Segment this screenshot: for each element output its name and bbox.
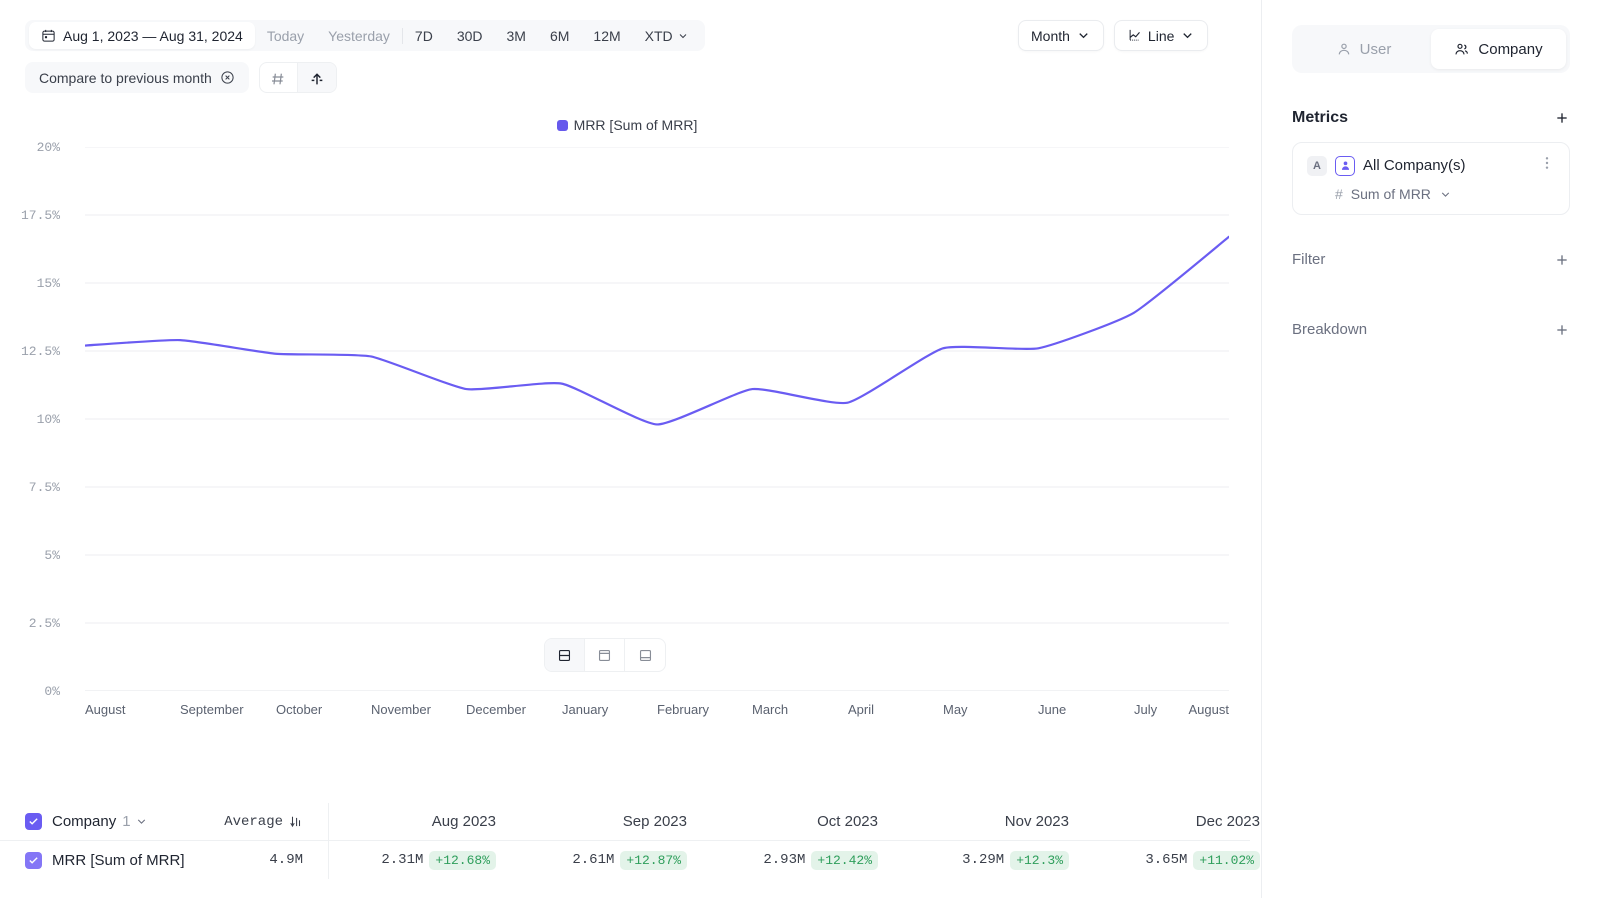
svg-text:August: August: [1189, 702, 1230, 717]
svg-text:August: August: [85, 702, 126, 717]
svg-text:April: April: [848, 702, 874, 717]
svg-text:0%: 0%: [44, 684, 60, 699]
svg-text:17.5%: 17.5%: [21, 208, 60, 223]
svg-text:November: November: [371, 702, 432, 717]
svg-text:June: June: [1038, 702, 1066, 717]
svg-text:January: January: [562, 702, 609, 717]
svg-text:July: July: [1134, 702, 1158, 717]
svg-text:15%: 15%: [37, 276, 61, 291]
svg-text:7.5%: 7.5%: [29, 480, 60, 495]
svg-text:September: September: [180, 702, 244, 717]
svg-text:October: October: [276, 702, 323, 717]
svg-text:March: March: [752, 702, 788, 717]
svg-text:20%: 20%: [37, 140, 61, 155]
svg-text:10%: 10%: [37, 412, 61, 427]
svg-text:12.5%: 12.5%: [21, 344, 60, 359]
svg-text:December: December: [466, 702, 527, 717]
svg-text:2.5%: 2.5%: [29, 616, 60, 631]
svg-text:5%: 5%: [44, 548, 60, 563]
svg-text:February: February: [657, 702, 710, 717]
svg-text:May: May: [943, 702, 968, 717]
